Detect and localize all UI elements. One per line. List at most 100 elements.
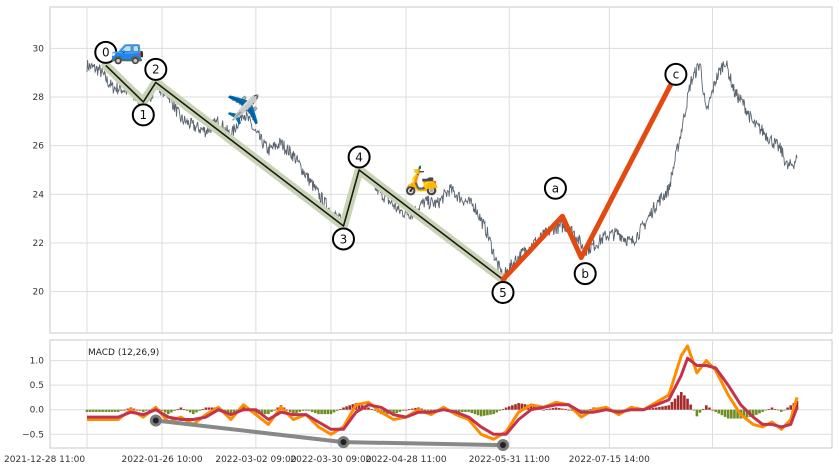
macd-hist-bar: [717, 409, 721, 414]
macd-hist-bar: [107, 409, 111, 412]
x-tick-label: 2022-05-31 11:00: [469, 455, 550, 465]
price-line: [86, 59, 798, 282]
macd-hist-bar: [357, 404, 361, 410]
x-tick-label: 2022-01-26 10:00: [122, 455, 203, 465]
divergence-point: [152, 417, 159, 424]
macd-hist-bar: [701, 408, 705, 410]
macd-hist-bar: [85, 409, 89, 412]
macd-hist-bar: [723, 409, 727, 417]
wave-marker-3: 3: [331, 227, 355, 251]
wave-marker-label: 2: [152, 63, 160, 77]
macd-hist-bar: [520, 403, 524, 410]
price-grid: [50, 7, 832, 333]
macd-hist-bar: [232, 409, 236, 412]
macd-hist-bar: [420, 408, 423, 410]
macd-hist-bar: [167, 409, 170, 415]
wave-marker-circle: [573, 262, 597, 286]
macd-hist-bar: [570, 409, 574, 411]
macd-hist-bar: [410, 408, 414, 410]
price-series: [86, 59, 798, 282]
macd-hist-bar: [179, 407, 183, 410]
macd-hist-bar: [517, 403, 520, 410]
price-y-tick-label: 20: [33, 288, 45, 298]
macd-hist-bar: [498, 409, 502, 411]
macd-hist-bar: [98, 409, 101, 412]
wave-marker-2: 2: [144, 57, 168, 81]
macd-hist-bar: [373, 409, 377, 411]
macd-hist-bar: [654, 407, 658, 410]
macd-hist-bar: [689, 404, 692, 410]
price-panel-frame: [49, 6, 833, 334]
macd-hist-bar: [667, 405, 671, 410]
macd-hist-bar: [182, 409, 186, 410]
macd-hist-bar: [101, 409, 104, 412]
macd-hist-bar: [554, 407, 558, 410]
wave-lines: [101, 60, 675, 284]
macd-hist-bar: [711, 409, 714, 411]
macd-hist-bar: [273, 409, 276, 411]
macd-hist-bar: [160, 409, 164, 411]
wave-marker-label: 5: [499, 286, 507, 300]
emoji-annotations: 🚙 ✈️ 🛵: [110, 32, 439, 196]
macd-hist-bar: [301, 409, 305, 411]
macd-hist-bar: [345, 406, 348, 410]
macd-hist-bar: [229, 409, 233, 415]
macd-hist-bar: [295, 409, 298, 414]
macd-hist-bar: [392, 409, 395, 415]
macd-hist-bar: [486, 409, 489, 416]
macd-hist-bar: [708, 407, 711, 410]
macd-y-ticks: 1.0 0.5 0.0 −0.5: [22, 357, 44, 441]
macd-y-tick-label: −0.5: [22, 430, 44, 440]
macd-hist-bar: [223, 409, 226, 411]
macd-hist-bar: [776, 409, 780, 411]
macd-panel-frame: [49, 339, 833, 449]
macd-hist-bar: [404, 409, 408, 411]
macd-hist-bar: [470, 409, 474, 414]
wave-marker-circle: [131, 103, 155, 127]
macd-hist-bar: [482, 409, 486, 416]
macd-hist-bar: [789, 405, 793, 410]
wave-marker-circle: [331, 227, 355, 251]
macd-hist-bar: [201, 409, 205, 410]
macd-hist-bar: [692, 409, 696, 411]
wave-marker-a: a: [543, 176, 567, 200]
macd-hist-bar: [176, 409, 180, 410]
wave-marker-4: 4: [347, 145, 371, 169]
wave-marker-0: 0: [94, 40, 118, 64]
macd-hist-bar: [414, 408, 417, 410]
macd-hist-bar: [529, 405, 533, 410]
macd-hist-bar: [495, 409, 499, 413]
car-icon: 🚙: [110, 32, 145, 65]
macd-hist-bar: [132, 408, 136, 410]
macd-hist-bar: [285, 409, 289, 411]
wave-marker-1: 1: [131, 103, 155, 127]
macd-hist-bar: [348, 405, 352, 410]
macd-hist-bar: [188, 409, 192, 413]
macd-hist-bar: [467, 409, 470, 412]
macd-hist-bar: [695, 409, 699, 417]
macd-hist-bar: [795, 400, 799, 410]
macd-hist-bar: [661, 406, 664, 410]
macd-hist-bar: [226, 409, 230, 413]
x-tick-label: 2022-03-02 09:00: [215, 455, 296, 465]
wave-marker-label: 0: [102, 46, 110, 60]
macd-hist-bar: [473, 409, 477, 415]
macd-hist-bar: [135, 409, 139, 411]
macd-hist-bar: [323, 409, 327, 415]
wave-marker-c: c: [664, 62, 688, 86]
x-tick-label: 2022-04-28 11:00: [365, 455, 446, 465]
macd-hist-bar: [270, 409, 273, 412]
price-y-tick-label: 24: [33, 190, 45, 200]
macd-hist-bar: [260, 409, 264, 415]
macd-hist-bar: [185, 409, 189, 411]
macd-hist-bar: [780, 409, 783, 412]
macd-hist-bar: [676, 395, 680, 410]
macd-hist-bar: [148, 409, 151, 411]
macd-hist-bar: [342, 407, 345, 410]
macd-hist-bar: [401, 409, 405, 411]
macd-hist-bar: [173, 409, 176, 411]
macd-lines: [87, 344, 799, 441]
wave-marker-circle: [144, 57, 168, 81]
macd-hist-bar: [686, 398, 689, 410]
